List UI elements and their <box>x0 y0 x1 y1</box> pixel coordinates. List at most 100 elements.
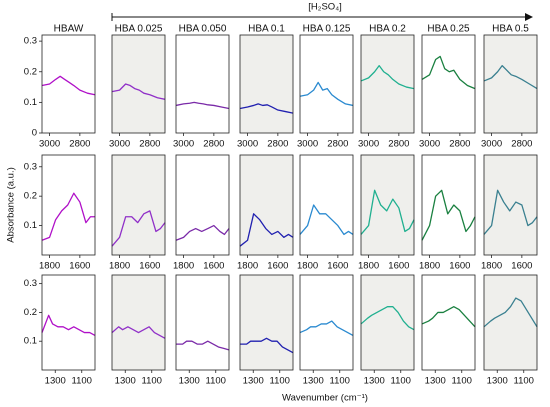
x-tick-label: 2800 <box>511 139 532 150</box>
x-tick-label: 1800 <box>237 261 258 272</box>
x-tick-label: 1300 <box>243 376 264 387</box>
y-tick-label: 0.2 <box>24 66 37 77</box>
spectrum-line <box>360 189 415 235</box>
x-tick-label: 1300 <box>115 376 136 387</box>
x-tick-label: 1600 <box>69 261 90 272</box>
spectrum-line <box>240 337 294 354</box>
panel-background <box>300 155 353 255</box>
panel-title: HBA 0.125 <box>303 24 351 35</box>
spectrum-line <box>299 204 354 236</box>
spectrum-line <box>360 306 415 331</box>
y-tick-label: 0.2 <box>24 191 37 202</box>
x-tick-label: 1300 <box>179 376 200 387</box>
panel-title: HBA 0.050 <box>179 24 227 35</box>
x-axis-label: Wavenumber (cm⁻¹) <box>282 393 368 404</box>
spectrum-line <box>421 189 476 241</box>
panel-frame <box>239 274 294 371</box>
panel-title: HBA 0.5 <box>492 24 529 35</box>
panel-background <box>240 35 293 133</box>
panel-background <box>422 35 475 133</box>
x-tick-label: 3000 <box>173 139 194 150</box>
spectrum-line <box>175 101 230 110</box>
x-tick-label: 3000 <box>419 139 440 150</box>
y-tick-label: 0.2 <box>24 307 37 318</box>
panel-title: HBA 0.2 <box>369 24 406 35</box>
x-tick-label: 1100 <box>330 376 350 387</box>
y-tick-label: 0.1 <box>24 220 37 231</box>
spectrum-line <box>41 192 95 241</box>
panel-title: HBA 0.25 <box>427 24 470 35</box>
spectrum-line <box>41 75 96 96</box>
x-tick-label: 2800 <box>267 139 288 150</box>
x-tick-label: 2800 <box>69 139 90 150</box>
spectrum-line <box>176 340 230 351</box>
spectrum-line <box>41 314 96 337</box>
panel-frame <box>360 274 415 371</box>
panel-frame <box>175 34 230 134</box>
x-tick-label: 3000 <box>481 139 502 150</box>
x-tick-label: 2800 <box>388 139 409 150</box>
x-tick-label: 1800 <box>481 261 502 272</box>
y-tick-label: 0.3 <box>24 161 37 172</box>
spectrum-line <box>421 306 476 328</box>
x-tick-label: 2800 <box>449 139 470 150</box>
x-tick-label: 3000 <box>109 139 130 150</box>
y-tick-label: 0.3 <box>24 36 37 47</box>
y-tick-label: 0.1 <box>24 336 37 347</box>
y-axis-label: Absorbance (a.u.) <box>6 167 17 243</box>
x-tick-label: 1800 <box>358 261 379 272</box>
spectrum-line <box>111 326 166 339</box>
x-tick-label: 1600 <box>327 261 348 272</box>
x-tick-label: 1600 <box>203 261 224 272</box>
panel-frame <box>41 34 96 134</box>
x-tick-label: 2800 <box>327 139 348 150</box>
spectrum-line <box>175 224 230 241</box>
panel-frame <box>299 34 354 134</box>
spectrum-line <box>421 55 476 90</box>
panel-frame <box>421 154 476 256</box>
panel-background <box>484 35 537 133</box>
panel-background <box>240 155 293 255</box>
panel-title: HBAW <box>54 24 84 35</box>
panel-frame <box>239 34 294 134</box>
x-tick-label: 1300 <box>364 376 385 387</box>
x-tick-label: 1100 <box>72 376 92 387</box>
panel-frame <box>111 34 166 134</box>
x-tick-label: 2800 <box>203 139 224 150</box>
spectrum-line <box>299 320 354 337</box>
panel-frame <box>41 154 96 256</box>
panel-frame <box>421 34 476 134</box>
panel-background <box>484 155 537 255</box>
panel-frame <box>111 274 166 371</box>
y-tick-label: 0.1 <box>24 97 37 108</box>
x-tick-label: 3000 <box>39 139 60 150</box>
panel-title: HBA 0.1 <box>248 24 285 35</box>
panel-background <box>484 275 537 370</box>
panel-background <box>42 155 95 255</box>
panel-frame <box>299 154 354 256</box>
panel-background <box>176 155 229 255</box>
panel-background <box>42 275 95 370</box>
x-tick-label: 2800 <box>139 139 160 150</box>
panel-background <box>240 275 293 370</box>
panel-frame <box>360 154 415 256</box>
panel-frame <box>175 154 230 256</box>
x-tick-label: 1600 <box>139 261 160 272</box>
x-tick-label: 1300 <box>425 376 446 387</box>
spectrum-line <box>111 83 166 100</box>
panel-frame <box>111 154 166 256</box>
panel-frame <box>175 274 230 371</box>
x-tick-label: 1800 <box>39 261 60 272</box>
panel-background <box>176 275 229 370</box>
panel-background <box>422 275 475 370</box>
panel-background <box>300 35 353 133</box>
spectrum-line <box>239 213 294 247</box>
panel-frame <box>483 154 538 256</box>
x-tick-label: 1100 <box>452 376 472 387</box>
panel-background <box>422 155 475 255</box>
x-tick-label: 1300 <box>45 376 66 387</box>
panel-frame <box>299 274 354 371</box>
panel-background <box>42 35 95 133</box>
panel-background <box>176 35 229 133</box>
